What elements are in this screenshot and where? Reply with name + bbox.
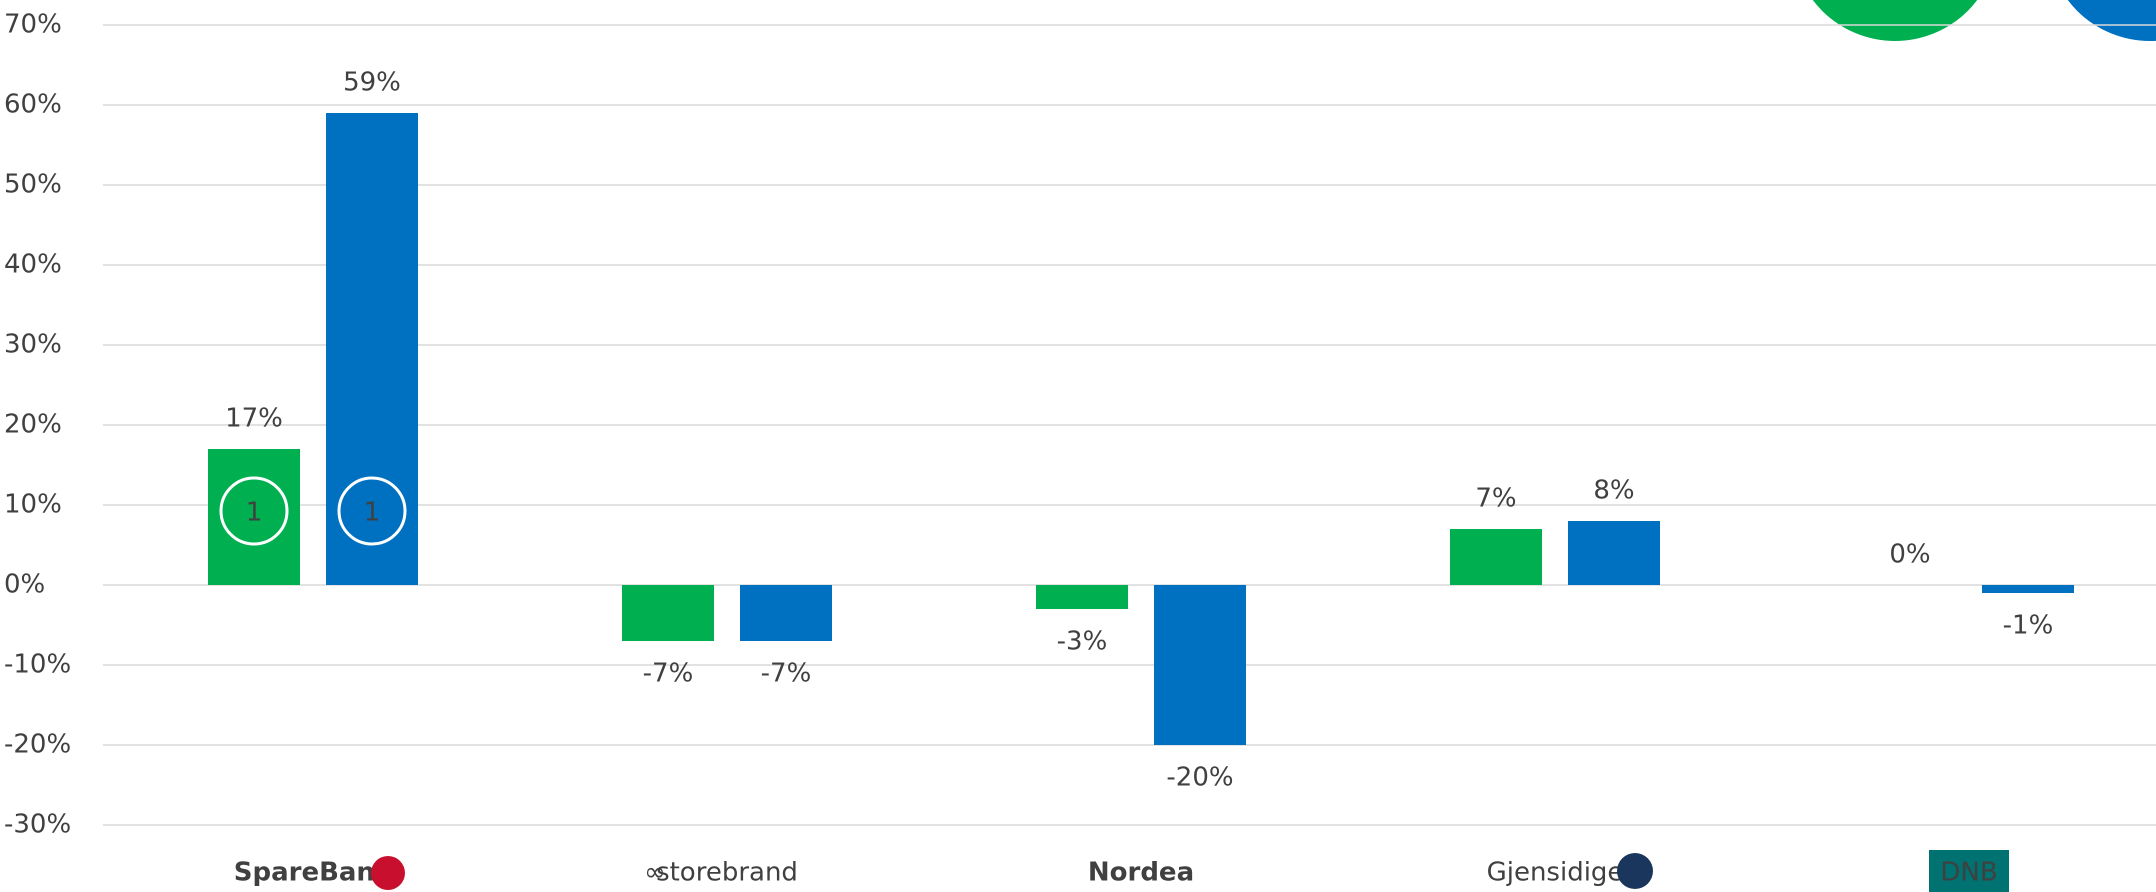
data-label: -3%: [1057, 627, 1108, 657]
x-tick-label: storebrand: [656, 858, 798, 888]
y-tick-label: 50%: [4, 170, 62, 200]
bar: [326, 113, 418, 585]
x-tick-label: Nordea: [1088, 858, 1194, 888]
y-tick-label: 60%: [4, 90, 62, 120]
annotation: 1: [246, 498, 263, 528]
x-tick-label: DNB: [1940, 858, 1997, 888]
y-tick-label: -30%: [4, 810, 71, 840]
bar: [1036, 585, 1128, 609]
data-label: -1%: [2003, 611, 2054, 641]
bar: [1982, 585, 2074, 593]
data-label: 8%: [1593, 476, 1634, 506]
bar: [622, 585, 714, 641]
bar: [1154, 585, 1246, 745]
y-tick-label: 0%: [4, 570, 45, 600]
logo-symbol: [1617, 853, 1653, 889]
data-label: -7%: [761, 659, 812, 689]
annotation-circle: [219, 476, 289, 546]
data-label: 59%: [343, 68, 401, 98]
bar: [740, 585, 832, 641]
y-tick-label: 20%: [4, 410, 62, 440]
x-tick-label: SpareBank: [234, 858, 393, 888]
data-label: -20%: [1166, 763, 1233, 793]
bar: [208, 449, 300, 585]
data-label: 0%: [1889, 540, 1930, 570]
y-tick-label: -20%: [4, 730, 71, 760]
logo-box: [1929, 850, 2009, 892]
annotation-circle: [337, 476, 407, 546]
x-tick-label: Gjensidige: [1487, 858, 1624, 888]
legend-circle: [2067, 0, 2156, 41]
legend-circle: [1812, 0, 1978, 41]
y-tick-label: 10%: [4, 490, 62, 520]
bar: [1568, 521, 1660, 585]
logo-symbol: [371, 856, 405, 890]
data-label: 7%: [1475, 484, 1516, 514]
logo-symbol: ∞: [644, 858, 666, 888]
bar: [1450, 529, 1542, 585]
y-tick-label: -10%: [4, 650, 71, 680]
y-tick-label: 30%: [4, 330, 62, 360]
annotation: 1: [364, 498, 381, 528]
data-label: 17%: [225, 404, 283, 434]
y-tick-label: 70%: [4, 10, 62, 40]
y-tick-label: 40%: [4, 250, 62, 280]
data-label: -7%: [643, 659, 694, 689]
